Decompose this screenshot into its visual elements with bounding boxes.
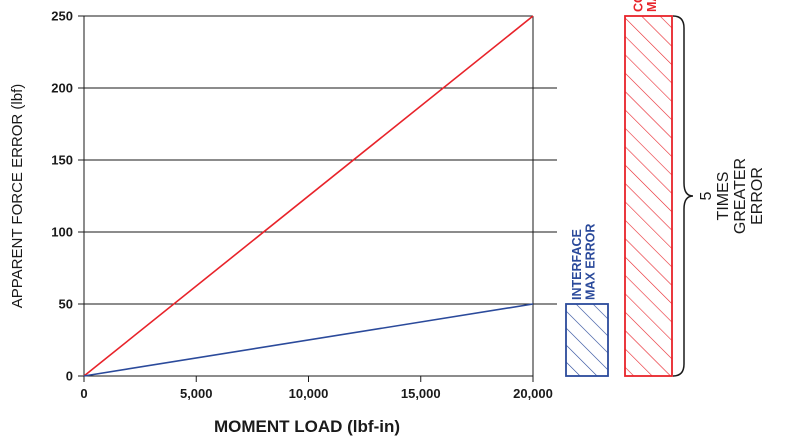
y-tick-label-4: 200: [51, 81, 73, 96]
error-bar-label-0-1: MAX ERROR: [584, 224, 598, 300]
series-line-0: [83, 15, 534, 377]
x-tick-label-0: 0: [80, 386, 87, 401]
x-tick-label-4: 20,000: [513, 386, 553, 401]
annotation-line-3: ERROR: [749, 167, 766, 225]
annotation-line-2: GREATER: [732, 158, 749, 234]
y-tick-label-1: 50: [59, 297, 73, 312]
data-series: [83, 15, 534, 377]
gridlines: [84, 87, 557, 305]
x-tick-label-1: 5,000: [180, 386, 213, 401]
brace-annotation: 5 TIMES GREATER ERROR: [698, 158, 766, 234]
error-bar-1: [624, 15, 673, 377]
annotation-line-1: TIMES: [715, 172, 732, 221]
series-line-1: [83, 303, 534, 377]
x-tick-label-2: 10,000: [289, 386, 329, 401]
error-bar-0: [565, 303, 609, 377]
tick-labels: 0 50 100 150 200 250 0 5,000 10,000 15,000 20,000: [51, 9, 553, 402]
y-tick-label-0: 0: [66, 369, 73, 384]
plot-frame: [78, 15, 534, 382]
error-bar-label-1-0: COMPETITOR: [632, 0, 646, 12]
y-tick-label-5: 250: [51, 9, 73, 24]
annotation-line-0: 5: [698, 191, 715, 200]
brace-icon: [672, 15, 694, 377]
y-tick-label-2: 100: [51, 225, 73, 240]
y-tick-label-3: 150: [51, 153, 73, 168]
y-axis-title: APPARENT FORCE ERROR (lbf): [9, 84, 26, 308]
error-bar-label-0-0: INTERFACE: [570, 229, 584, 300]
x-axis-title: MOMENT LOAD (lbf-in): [214, 417, 400, 436]
error-bar-label-1-1: MAX ERROR: [645, 0, 659, 12]
x-tick-label-3: 15,000: [401, 386, 441, 401]
